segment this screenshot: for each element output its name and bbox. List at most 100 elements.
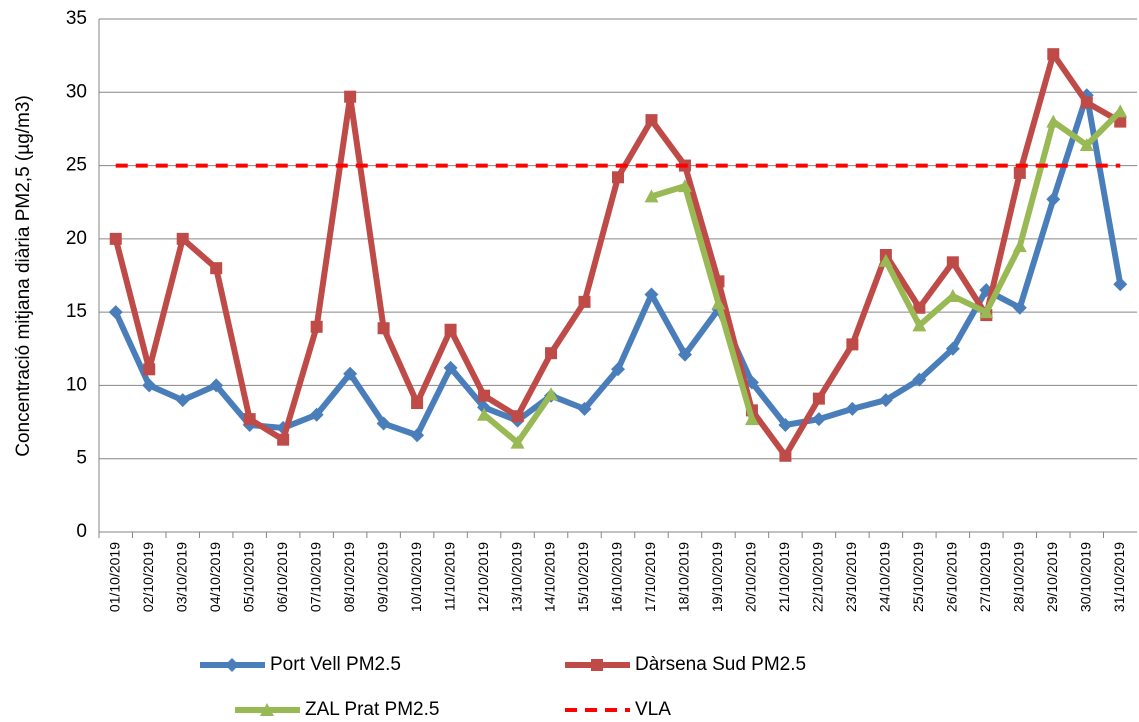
x-tick-label: 28/10/2019: [1011, 542, 1027, 612]
x-tick-label: 23/10/2019: [843, 542, 859, 612]
marker: [410, 428, 425, 443]
marker: [979, 305, 994, 319]
marker: [945, 341, 960, 356]
marker: [1012, 300, 1027, 315]
x-tick-label: 27/10/2019: [977, 542, 993, 612]
marker: [744, 412, 759, 426]
x-tick-label: 03/10/2019: [173, 542, 189, 612]
marker: [1079, 138, 1094, 152]
marker: [477, 407, 492, 421]
legend-label: Dàrsena Sud PM2.5: [635, 654, 806, 675]
marker: [645, 114, 658, 127]
marker: [477, 400, 492, 415]
marker: [344, 90, 357, 103]
marker: [845, 401, 860, 416]
x-tick-label: 08/10/2019: [341, 542, 357, 612]
marker: [443, 360, 458, 375]
marker: [277, 433, 290, 446]
marker: [912, 372, 927, 387]
marker: [1046, 192, 1061, 207]
y-tick-label: 0: [76, 521, 87, 542]
y-tick-label: 35: [66, 8, 87, 29]
marker: [209, 378, 224, 393]
marker: [544, 387, 559, 401]
legend-label: VLA: [635, 699, 671, 720]
x-tick-label: 26/10/2019: [944, 542, 960, 612]
marker: [677, 179, 692, 193]
marker: [1012, 239, 1027, 253]
marker: [1080, 96, 1093, 109]
marker: [175, 393, 190, 408]
marker: [376, 416, 391, 431]
marker: [310, 320, 323, 333]
marker: [878, 393, 893, 408]
marker: [142, 378, 157, 393]
marker: [591, 659, 603, 671]
x-tick-label: 21/10/2019: [776, 542, 792, 612]
marker: [243, 413, 256, 426]
x-tick-label: 30/10/2019: [1077, 542, 1093, 612]
y-axis-label: Concentració mitjana diària PM2,5 (µg/m3…: [13, 95, 34, 457]
marker: [1013, 166, 1026, 179]
x-tick-label: 19/10/2019: [709, 542, 725, 612]
marker: [1046, 114, 1061, 128]
marker: [377, 322, 390, 335]
marker: [846, 338, 859, 351]
series-line: [112, 51, 1122, 459]
marker: [143, 363, 156, 376]
marker: [644, 287, 659, 302]
marker: [108, 305, 123, 320]
x-tick-label: 25/10/2019: [910, 542, 926, 612]
x-tick-label: 20/10/2019: [743, 542, 759, 612]
marker: [711, 296, 726, 310]
marker: [309, 407, 324, 422]
x-tick-label: 07/10/2019: [307, 542, 323, 612]
x-tick-label: 29/10/2019: [1044, 542, 1060, 612]
marker: [510, 435, 525, 449]
x-tick-label: 02/10/2019: [140, 542, 156, 612]
marker: [1047, 48, 1060, 61]
x-tick-label: 10/10/2019: [408, 542, 424, 612]
marker: [778, 418, 793, 433]
x-tick-label: 16/10/2019: [609, 542, 625, 612]
x-tick-label: 22/10/2019: [810, 542, 826, 612]
y-tick-label: 10: [66, 374, 87, 395]
y-tick-label: 15: [66, 301, 87, 322]
marker: [1113, 277, 1128, 292]
marker: [912, 318, 927, 332]
marker: [644, 189, 659, 203]
marker: [343, 366, 358, 381]
marker: [176, 232, 189, 245]
x-tick-label: 04/10/2019: [207, 542, 223, 612]
x-tick-label: 15/10/2019: [575, 542, 591, 612]
marker: [878, 253, 893, 267]
x-tick-label: 13/10/2019: [508, 542, 524, 612]
legend-label: Port Vell PM2.5: [270, 654, 401, 675]
x-tick-label: 14/10/2019: [542, 542, 558, 612]
marker: [411, 397, 424, 410]
marker: [611, 362, 625, 377]
marker: [612, 171, 624, 184]
marker: [811, 412, 826, 427]
marker: [545, 347, 558, 360]
x-tick-label: 18/10/2019: [676, 542, 692, 612]
marker: [478, 389, 491, 402]
y-tick-label: 5: [76, 448, 87, 469]
marker: [1113, 104, 1128, 118]
y-tick-label: 30: [66, 81, 87, 102]
marker: [260, 703, 274, 716]
marker: [779, 449, 792, 462]
legend-label: ZAL Prat PM2.5: [305, 699, 439, 720]
marker: [511, 410, 524, 423]
marker: [225, 658, 239, 672]
marker: [945, 289, 960, 303]
x-tick-label: 11/10/2019: [441, 542, 457, 611]
marker: [578, 295, 591, 308]
y-tick-label: 20: [66, 228, 87, 249]
marker: [677, 347, 692, 362]
marker: [913, 301, 926, 314]
y-tick-label: 25: [66, 155, 87, 176]
marker: [109, 232, 122, 245]
x-tick-label: 01/10/2019: [106, 542, 122, 612]
series-line: [113, 92, 1124, 439]
